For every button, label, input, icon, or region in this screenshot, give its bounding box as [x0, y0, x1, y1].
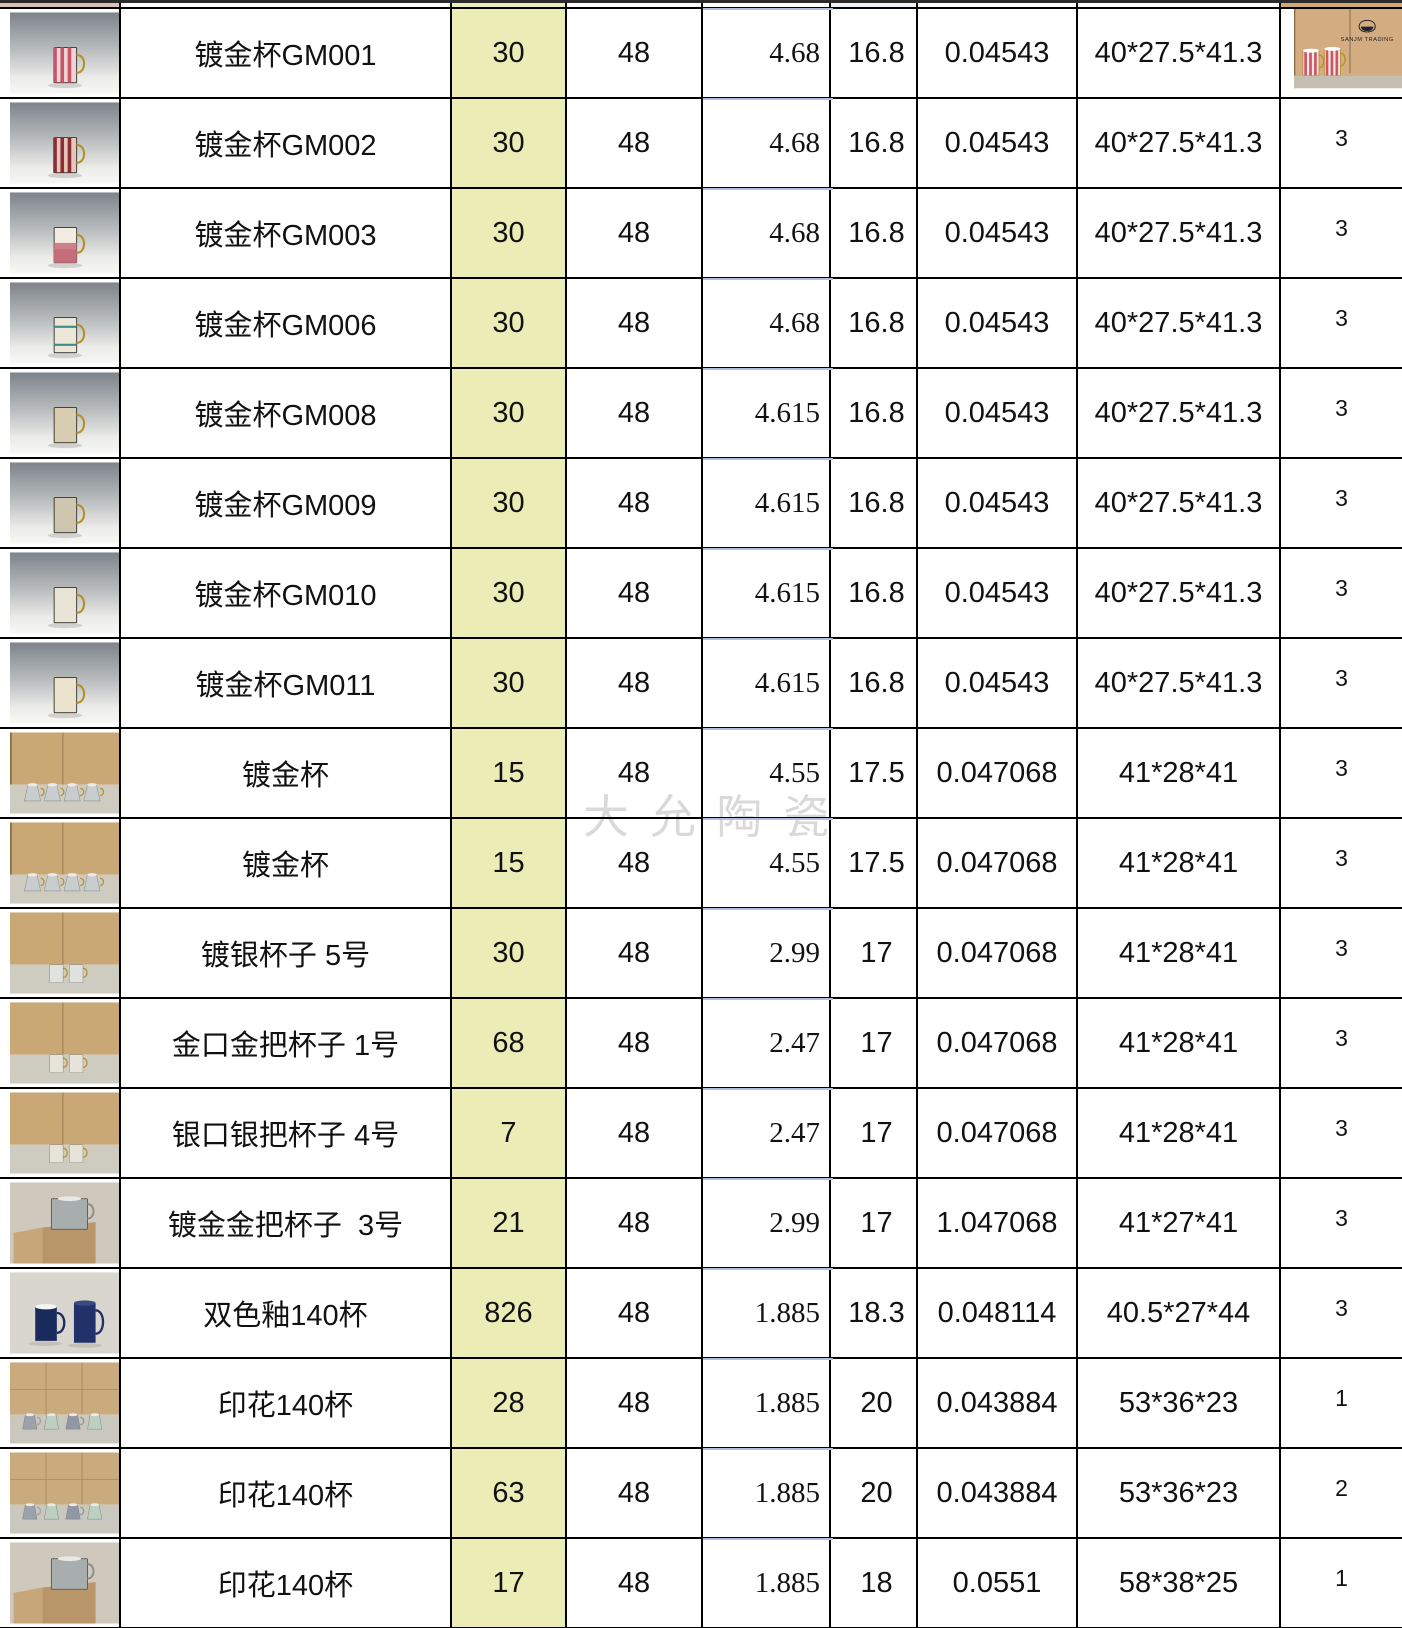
svg-text:SANJM TRADING: SANJM TRADING [1341, 37, 1394, 43]
